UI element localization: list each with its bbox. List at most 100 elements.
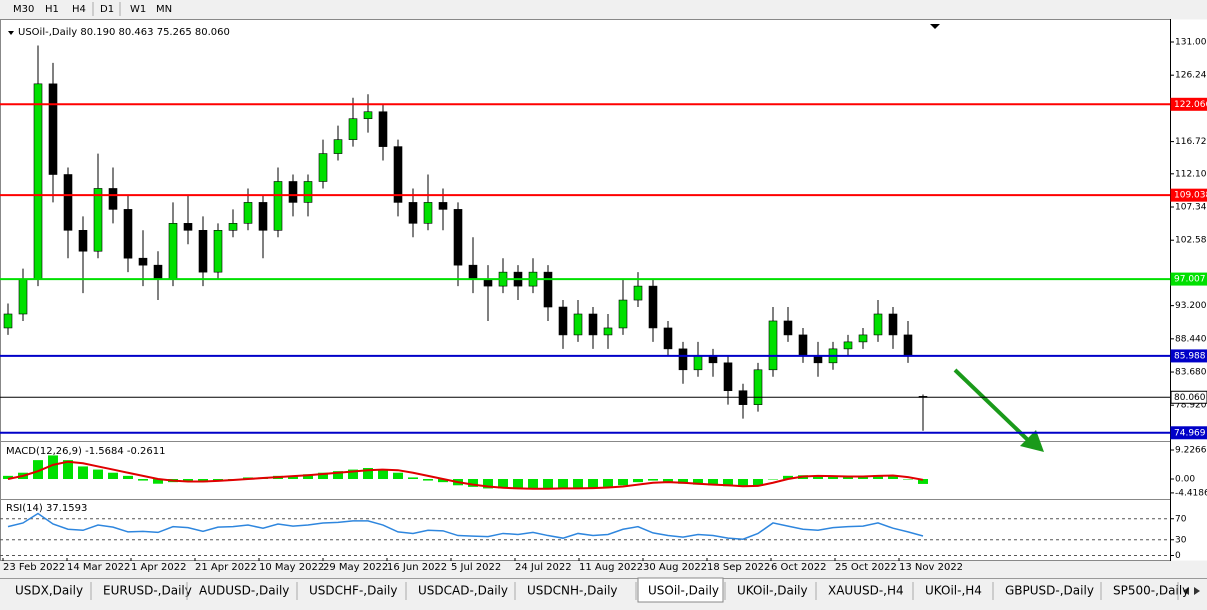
candle-body xyxy=(303,181,313,203)
level-label: 74.969 xyxy=(1174,428,1206,438)
candle-body xyxy=(483,278,493,287)
macd-bar xyxy=(363,467,373,480)
rsi-line xyxy=(7,512,924,540)
timeframe-button[interactable]: M30 xyxy=(13,4,34,15)
candle-body xyxy=(843,341,853,350)
candle-body xyxy=(258,202,268,231)
candle-body xyxy=(123,209,133,259)
tab[interactable]: AUDUSD-,Daily xyxy=(199,584,289,598)
x-tick-label: 1 Apr 2022 xyxy=(131,562,186,573)
macd-bar xyxy=(618,479,628,486)
macd-bar xyxy=(843,476,853,480)
tab-active[interactable]: USOil-,Daily xyxy=(648,584,719,598)
candle-body xyxy=(783,320,793,336)
candle-body xyxy=(858,334,868,343)
macd-bar xyxy=(663,479,673,483)
y-tick-label: 102.580 xyxy=(1175,236,1207,246)
macd-bar xyxy=(63,460,73,480)
x-tick-label: 30 Aug 2022 xyxy=(643,562,707,573)
macd-bar xyxy=(813,475,823,480)
macd-bar xyxy=(348,469,358,480)
macd-signal xyxy=(7,460,924,490)
x-tick-label: 6 Oct 2022 xyxy=(771,562,826,573)
macd-bar xyxy=(738,479,748,487)
macd-bar xyxy=(123,475,133,480)
tab[interactable]: SP500-,Daily xyxy=(1113,584,1189,598)
macd-bar xyxy=(108,472,118,480)
timeframe-button[interactable]: H4 xyxy=(72,4,86,15)
tab[interactable]: UKOil-,H4 xyxy=(925,584,982,598)
macd-bar xyxy=(48,455,58,480)
macd-bar xyxy=(918,479,928,484)
candle-body xyxy=(798,334,808,357)
candle-body xyxy=(753,369,763,405)
candle-body xyxy=(468,264,478,280)
y-tick-label: 116.720 xyxy=(1175,137,1207,147)
level-label-box xyxy=(1170,426,1207,440)
candle-body xyxy=(18,278,28,315)
tab[interactable]: USDCAD-,Daily xyxy=(418,584,508,598)
candle-body xyxy=(138,257,148,266)
x-tick-label: 13 Nov 2022 xyxy=(899,562,963,573)
tab[interactable]: EURUSD-,Daily xyxy=(103,584,192,598)
candle-body xyxy=(768,320,778,371)
candle-body xyxy=(588,313,598,336)
macd-bar xyxy=(513,479,523,490)
trend-arrow-head xyxy=(1020,430,1044,452)
y-tick-label: 30 xyxy=(1175,535,1187,545)
chart-area xyxy=(0,19,1171,561)
candle-body xyxy=(153,264,163,280)
candle-body xyxy=(663,327,673,350)
candle-body xyxy=(243,202,253,224)
menu-arrow[interactable] xyxy=(8,31,14,35)
tab[interactable]: USDCHF-,Daily xyxy=(309,584,397,598)
candle-body xyxy=(3,313,13,329)
macd-bar xyxy=(483,479,493,489)
macd-bar xyxy=(678,479,688,484)
macd-bar xyxy=(633,479,643,483)
x-tick-label: 23 Feb 2022 xyxy=(3,562,65,573)
timeframe-button[interactable]: H1 xyxy=(45,4,59,15)
tab-scroll-left[interactable] xyxy=(1183,587,1189,595)
timeframe-button[interactable]: MN xyxy=(156,4,172,15)
timeframe-button[interactable]: D1 xyxy=(100,4,114,15)
candle-body xyxy=(693,355,703,371)
chart-header: USOil-,Daily 80.190 80.463 75.265 80.060 xyxy=(18,27,230,38)
candle-body xyxy=(213,230,223,273)
level-label-box xyxy=(1170,97,1207,111)
tab-scroll-right[interactable] xyxy=(1194,587,1200,595)
x-tick-label: 18 Sep 2022 xyxy=(707,562,770,573)
macd-bar xyxy=(558,479,568,489)
tab[interactable]: UKOil-,Daily xyxy=(737,584,808,598)
candle-body xyxy=(618,299,628,329)
y-tick-label: 9.2266 xyxy=(1175,445,1207,455)
tab[interactable]: GBPUSD-,Daily xyxy=(1005,584,1094,598)
macd-bar xyxy=(153,479,163,484)
macd-bar xyxy=(303,474,313,480)
candle-body xyxy=(288,181,298,203)
level-label: 85.988 xyxy=(1174,351,1206,361)
x-tick-label: 5 Jul 2022 xyxy=(451,562,501,573)
y-tick-label: 0.00 xyxy=(1175,475,1195,485)
level-label-box xyxy=(1170,188,1207,202)
tab[interactable]: USDCNH-,Daily xyxy=(527,584,618,598)
macd-bar xyxy=(573,479,583,488)
rsi-label: RSI(14) 37.1593 xyxy=(6,503,87,514)
macd-bar xyxy=(33,460,43,480)
tab[interactable]: USDX,Daily xyxy=(15,584,83,598)
macd-bar xyxy=(828,476,838,480)
timeframe-button[interactable]: W1 xyxy=(130,4,146,15)
candle-body xyxy=(603,327,613,336)
macd-bar xyxy=(3,475,13,480)
candle-body xyxy=(183,223,193,231)
macd-bar xyxy=(93,469,103,480)
candle-body xyxy=(93,188,103,252)
tab[interactable]: XAUUSD-,H4 xyxy=(828,584,904,598)
candle-body xyxy=(393,146,403,203)
macd-bar xyxy=(708,479,718,486)
macd-bar xyxy=(468,479,478,487)
candle-body xyxy=(558,306,568,336)
y-tick-label: 126.240 xyxy=(1175,71,1207,81)
shift-marker xyxy=(930,24,940,29)
